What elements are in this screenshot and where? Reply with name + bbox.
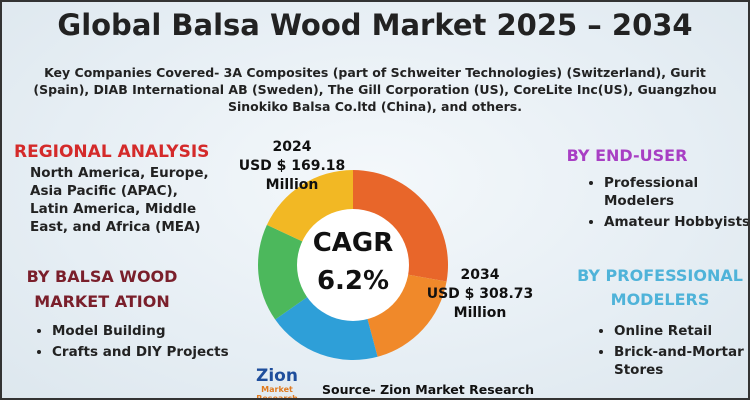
cagr: CAGR 6.2%: [298, 224, 408, 300]
logo-text: Zion: [256, 366, 298, 386]
heading-line: BY BALSA WOOD: [26, 267, 178, 286]
end-user-list: Professional Modelers Amateur Hobbyists: [584, 174, 748, 234]
title: Global Balsa Wood Market 2025 – 2034: [57, 8, 693, 42]
source: Source- Zion Market Research: [322, 382, 535, 397]
cagr-label: CAGR: [312, 228, 394, 258]
list-item: Professional Modelers: [604, 174, 748, 210]
cagr-value: 6.2%: [316, 266, 390, 296]
heading-line: MARKET ATION: [34, 292, 170, 311]
year: 2034: [460, 267, 500, 283]
professional-heading: BY PROFESSIONAL MODELERS: [577, 266, 743, 309]
segmentation-heading: BY BALSA WOOD MARKET ATION: [2, 264, 202, 314]
logo-sub: Market Research: [256, 385, 298, 400]
year: 2024: [272, 139, 312, 155]
regional-heading: REGIONAL ANALYSIS: [14, 142, 210, 162]
start-label: 2024 USD $ 169.18 Million: [232, 138, 352, 195]
end-label: 2034 USD $ 308.73 Million: [420, 266, 540, 323]
donut-hole: [297, 209, 409, 321]
unit: Million: [453, 305, 507, 321]
list-item: Model Building: [52, 322, 229, 340]
regional-text: North America, Europe, Asia Pacific (APA…: [30, 165, 209, 235]
companies: Key Companies Covered- 3A Composites (pa…: [33, 65, 717, 114]
end-user-heading: BY END-USER: [566, 146, 688, 165]
list-item: Brick-and-Mortar Stores: [614, 343, 748, 379]
logo: Zion Market Research: [242, 366, 312, 400]
segmentation-list: Model Building Crafts and DIY Projects: [32, 322, 229, 364]
list-item: Online Retail: [614, 322, 748, 340]
value: USD $ 308.73: [426, 286, 534, 302]
value: USD $ 169.18: [238, 158, 346, 174]
professional-list: Online Retail Brick-and-Mortar Stores: [594, 322, 748, 382]
list-item: Amateur Hobbyists: [604, 213, 748, 231]
unit: Million: [265, 177, 319, 193]
list-item: Crafts and DIY Projects: [52, 343, 229, 361]
